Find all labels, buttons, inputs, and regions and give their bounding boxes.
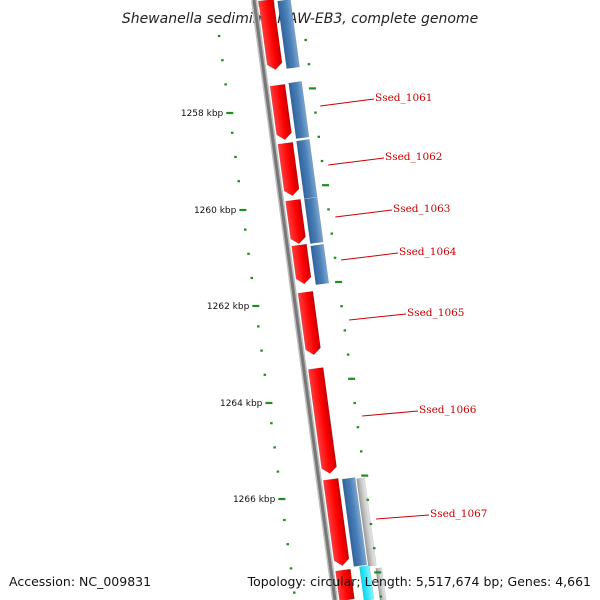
- forward-gene-8: [322, 478, 350, 566]
- reverse-gene-3-shape: [296, 139, 318, 199]
- gene-features: [257, 0, 387, 600]
- reverse-gene-2: [288, 81, 310, 139]
- gene-label: Ssed_1061: [375, 92, 433, 104]
- gene-label-leader: [349, 313, 407, 321]
- map-title: Shewanella sediminis HAW-EB3, complete g…: [122, 11, 478, 27]
- other-feature-1-shape: [356, 477, 377, 567]
- forward-gene-6-shape: [297, 290, 321, 356]
- reverse-gene-3: [296, 139, 318, 199]
- gene-label-leader: [328, 157, 385, 166]
- gene-label-leader: [341, 252, 399, 261]
- forward-gene-5: [291, 243, 312, 285]
- reverse-gene-5-shape: [310, 243, 330, 286]
- gene-label: Ssed_1065: [407, 307, 465, 319]
- backbone-line: [251, 0, 338, 600]
- forward-gene-4: [285, 198, 306, 245]
- right-ticks: [304, 38, 383, 598]
- scale-ticks: [217, 34, 296, 594]
- forward-gene-6: [297, 290, 321, 356]
- genome-summary-text: Topology: circular; Length: 5,517,674 bp…: [247, 574, 591, 589]
- reverse-gene-6-shape: [341, 477, 368, 567]
- forward-gene-7-shape: [307, 367, 337, 474]
- forward-gene-1: [258, 0, 283, 71]
- other-feature-1: [356, 477, 377, 567]
- reverse-gene-6: [341, 477, 368, 567]
- scale-label: 1260 kbp: [194, 206, 237, 216]
- forward-gene-1-shape: [258, 0, 283, 71]
- gene-label-leader: [335, 209, 393, 218]
- gene-label: Ssed_1064: [399, 246, 457, 258]
- forward-gene-2-shape: [269, 83, 292, 141]
- forward-gene-3: [277, 141, 300, 197]
- forward-gene-4-shape: [285, 198, 306, 245]
- scale-label: 1264 kbp: [220, 399, 263, 409]
- forward-gene-3-shape: [277, 141, 300, 197]
- gene-label: Ssed_1066: [419, 404, 477, 416]
- gene-label: Ssed_1062: [385, 151, 443, 163]
- gene-labels: Ssed_1061 Ssed_1062 Ssed_1063 Ssed_1064 Ssed…: [320, 92, 488, 520]
- reverse-gene-5: [310, 243, 330, 286]
- reverse-gene-1: [277, 0, 300, 69]
- reverse-gene-4-shape: [303, 196, 324, 245]
- forward-gene-8-shape: [322, 478, 350, 566]
- scale-label: 1266 kbp: [233, 495, 276, 505]
- forward-gene-5-shape: [291, 243, 312, 285]
- reverse-gene-4: [303, 196, 324, 245]
- gene-label: Ssed_1067: [430, 508, 488, 520]
- scale-label: 1258 kbp: [181, 109, 224, 119]
- scale-label: 1262 kbp: [207, 302, 250, 312]
- reverse-gene-1-shape: [277, 0, 300, 69]
- forward-gene-2: [269, 83, 292, 141]
- scale-labels: 1258 kbp 1260 kbp 1262 kbp 1264 kbp 1266 kbp: [181, 109, 276, 505]
- gene-label-leader: [376, 514, 430, 520]
- gene-label: Ssed_1063: [393, 203, 451, 215]
- accession-text: Accession: NC_009831: [9, 574, 151, 589]
- gene-label-leader: [320, 98, 375, 107]
- forward-gene-7: [307, 367, 337, 474]
- gene-label-leader: [362, 410, 419, 417]
- reverse-gene-2-shape: [288, 81, 310, 139]
